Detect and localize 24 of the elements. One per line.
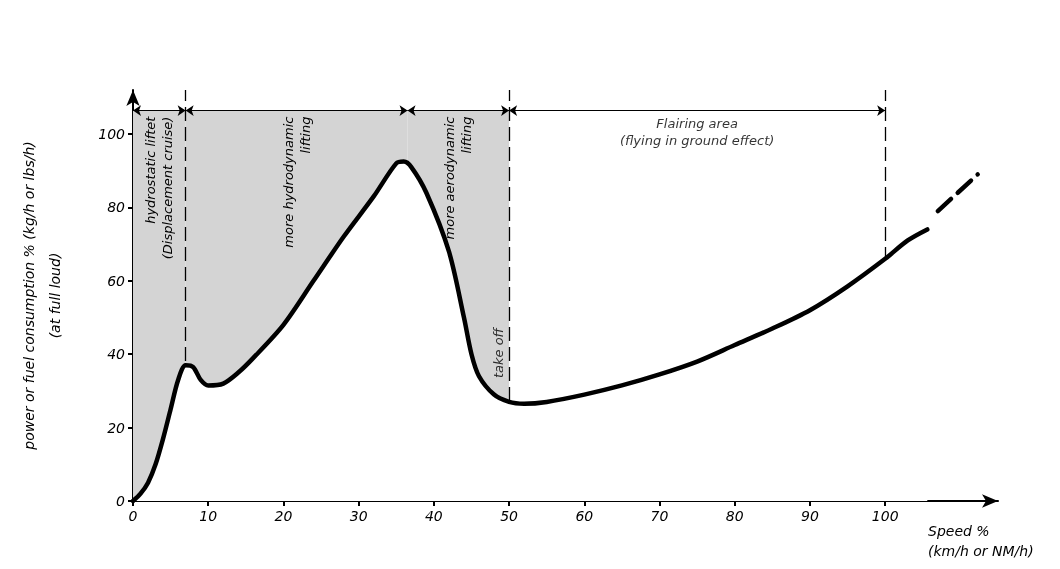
x-tick-label: 0 [128,508,138,524]
band-label: more hydrodynamic lifting [280,116,313,248]
y-tick-label: 0 [116,493,126,509]
x-tick-label: 80 [725,508,744,524]
x-tick-label: 30 [349,508,368,524]
band-label: more aerodynamic lifting [442,116,475,240]
y-tick-label: 100 [98,126,126,143]
y-tick-label: 80 [107,199,126,216]
x-tick-label: 60 [575,508,594,524]
y-tick-label: 40 [107,346,126,363]
x-tick-label: 90 [801,508,819,524]
x-tick-label: 50 [500,508,519,524]
x-tick-label: 20 [274,508,293,524]
x-tick-label: 10 [199,508,218,524]
annotation: Flairing area (flying in ground effect) [619,115,775,148]
x-axis-title: Speed % (km/h or NM/h) [928,523,1034,559]
annotation: take off [491,326,507,379]
x-tick-label: 70 [650,508,669,524]
y-tick-label: 20 [107,419,126,436]
y-tick-label: 60 [107,272,126,289]
band-label: hydrostatic liftet (Displacement cruise) [143,115,176,260]
x-tick-label: 40 [424,508,443,524]
y-axis-title: power or fuel consumption % (kg/h or lbs/h) (at full loud) [21,141,63,451]
x-tick-label: 100 [871,508,899,524]
